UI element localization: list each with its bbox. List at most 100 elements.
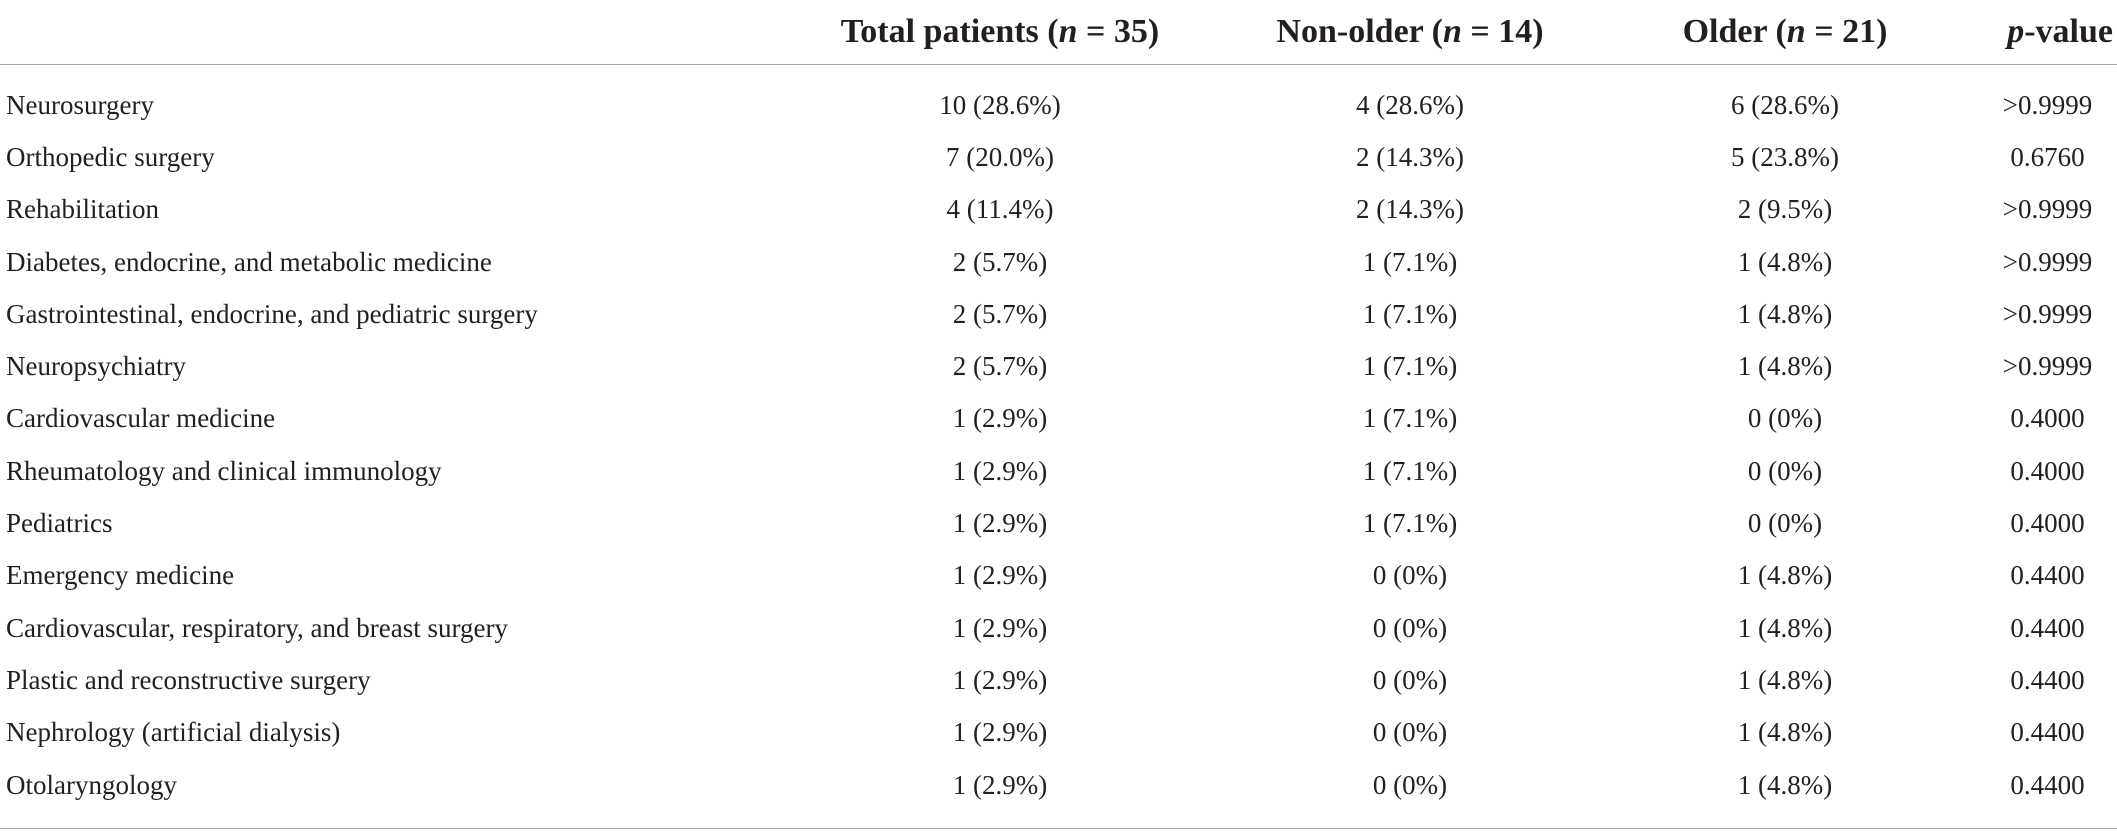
cell-non-older: 0 (0%) [1372,664,1448,695]
header-nonolder-n: n [1442,13,1462,50]
cell-non-older: 4 (28.6%) [1356,89,1464,120]
cell-total-patients: 2 (5.7%) [952,351,1048,382]
cell-department: Otolaryngology [6,769,177,800]
cell-p-value: 0.4400 [2010,560,2085,591]
table-header: Total patients (n = 35) Non-older (n = 1… [0,0,2117,65]
table-row: Rheumatology and clinical immunology 1 (2… [0,445,2117,497]
table-row: Rehabilitation 4 (11.4%) 2 (14.3%) 2 (9.5%)… [0,184,2117,236]
cell-p-value: 0.4000 [2010,508,2085,539]
cell-older: 1 (4.8%) [1737,612,1833,643]
cell-non-older: 1 (7.1%) [1362,246,1458,277]
cell-non-older: 1 (7.1%) [1362,455,1458,486]
cell-p-value: 0.4400 [2010,612,2085,643]
cell-p-value: 0.6760 [2010,141,2085,172]
cell-p-value: >0.9999 [2002,194,2093,225]
table-row: Pediatrics 1 (2.9%) 1 (7.1%) 0 (0%) 0.4000 [0,497,2117,549]
cell-older: 1 (4.8%) [1737,560,1833,591]
cell-non-older: 1 (7.1%) [1362,508,1458,539]
cell-older: 5 (23.8%) [1731,141,1839,172]
cell-non-older: 0 (0%) [1372,717,1448,748]
cell-non-older: 1 (7.1%) [1362,403,1458,434]
table-bottom-rule [0,828,2117,829]
table-row: Emergency medicine 1 (2.9%) 0 (0%) 1 (4.8%)… [0,550,2117,602]
cell-department: Pediatrics [6,508,113,539]
header-non-older: Non-older (n = 14) [1220,0,1580,65]
cell-older: 0 (0%) [1747,403,1823,434]
header-p-value: p-value [1970,0,2117,65]
cell-older: 1 (4.8%) [1737,351,1833,382]
cell-non-older: 0 (0%) [1372,560,1448,591]
cell-older: 0 (0%) [1747,508,1823,539]
cell-department: Cardiovascular, respiratory, and breast … [6,612,508,643]
header-total-text: Total patients ( [840,13,1059,50]
cell-p-value: 0.4000 [2010,455,2085,486]
cell-older: 1 (4.8%) [1737,246,1833,277]
header-total-count: = 35) [1077,13,1160,50]
cell-older: 1 (4.8%) [1737,298,1833,329]
cell-non-older: 2 (14.3%) [1356,141,1464,172]
header-nonolder-count: = 14) [1461,13,1544,50]
cell-department: Nephrology (artificial dialysis) [6,717,341,748]
header-older-n: n [1786,13,1806,50]
cell-total-patients: 10 (28.6%) [939,89,1061,120]
cell-total-patients: 2 (5.7%) [952,246,1048,277]
header-row: Total patients (n = 35) Non-older (n = 1… [0,0,2117,65]
cell-department: Orthopedic surgery [6,141,215,172]
cell-total-patients: 1 (2.9%) [952,403,1048,434]
table-row: Gastrointestinal, endocrine, and pediatr… [0,288,2117,340]
cell-non-older: 1 (7.1%) [1362,298,1458,329]
cell-department: Neuropsychiatry [6,351,186,382]
cell-department: Cardiovascular medicine [6,403,276,434]
header-older-count: = 21) [1805,13,1888,50]
header-total-n: n [1058,13,1078,50]
cell-p-value: 0.4400 [2010,717,2085,748]
cell-older: 1 (4.8%) [1737,664,1833,695]
header-spacer [0,65,2117,80]
cell-non-older: 0 (0%) [1372,769,1448,800]
table-row: Cardiovascular, respiratory, and breast … [0,602,2117,654]
cell-department: Diabetes, endocrine, and metabolic medic… [6,246,492,277]
table-row: Orthopedic surgery 7 (20.0%) 2 (14.3%) 5 (2… [0,131,2117,183]
header-p-rest: -value [2024,13,2113,50]
cell-total-patients: 1 (2.9%) [952,560,1048,591]
cell-older: 0 (0%) [1747,455,1823,486]
cell-total-patients: 7 (20.0%) [946,141,1054,172]
table-row: Otolaryngology 1 (2.9%) 0 (0%) 1 (4.8%) 0.44… [0,759,2117,811]
cell-p-value: 0.4400 [2010,664,2085,695]
cell-department: Emergency medicine [6,560,235,591]
spacer-row [0,65,2117,80]
cell-non-older: 1 (7.1%) [1362,351,1458,382]
header-department [0,0,680,65]
department-comparison-table: Total patients (n = 35) Non-older (n = 1… [0,0,2117,811]
cell-p-value: >0.9999 [2002,89,2093,120]
cell-non-older: 2 (14.3%) [1356,194,1464,225]
cell-total-patients: 1 (2.9%) [952,508,1048,539]
cell-total-patients: 1 (2.9%) [952,664,1048,695]
header-older-text: Older ( [1682,13,1787,50]
cell-total-patients: 1 (2.9%) [952,612,1048,643]
header-nonolder-text: Non-older ( [1276,13,1443,50]
spacer-cell [0,65,2117,80]
cell-older: 1 (4.8%) [1737,717,1833,748]
table-row: Neuropsychiatry 2 (5.7%) 1 (7.1%) 1 (4.8%) >… [0,340,2117,392]
table-row: Nephrology (artificial dialysis) 1 (2.9%)… [0,707,2117,759]
cell-p-value: 0.4400 [2010,769,2085,800]
header-total-patients: Total patients (n = 35) [680,0,1220,65]
cell-non-older: 0 (0%) [1372,612,1448,643]
cell-department: Neurosurgery [6,89,154,120]
header-older: Older (n = 21) [1580,0,1970,65]
cell-department: Plastic and reconstructive surgery [6,664,371,695]
cell-total-patients: 1 (2.9%) [952,717,1048,748]
cell-p-value: >0.9999 [2002,351,2093,382]
table-row: Diabetes, endocrine, and metabolic medic… [0,236,2117,288]
cell-older: 1 (4.8%) [1737,769,1833,800]
cell-total-patients: 2 (5.7%) [952,298,1048,329]
cell-department: Rehabilitation [6,194,159,225]
cell-department: Rheumatology and clinical immunology [6,455,442,486]
cell-p-value: >0.9999 [2002,246,2093,277]
cell-department: Gastrointestinal, endocrine, and pediatr… [6,298,538,329]
cell-total-patients: 4 (11.4%) [946,194,1054,225]
cell-p-value: 0.4000 [2010,403,2085,434]
table-row: Plastic and reconstructive surgery 1 (2.9… [0,654,2117,706]
